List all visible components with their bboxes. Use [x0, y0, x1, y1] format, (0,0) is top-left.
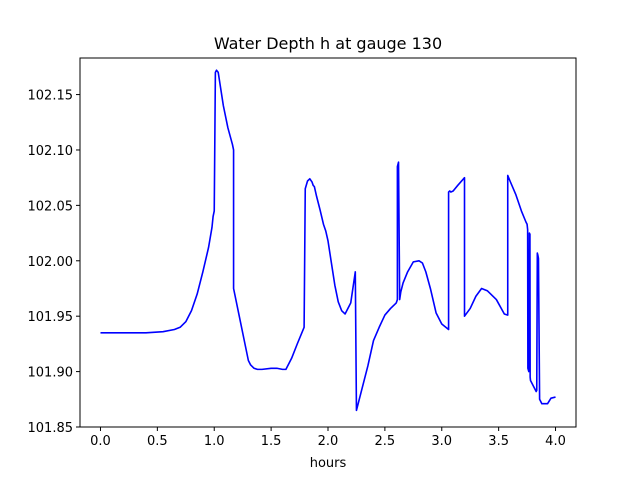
x-tick-label: 0.5 [147, 434, 168, 449]
plot-frame [79, 57, 577, 428]
chart-title: Water Depth h at gauge 130 [214, 34, 442, 53]
x-axis-label: hours [310, 456, 347, 471]
plot-area [100, 69, 556, 412]
y-tick-label: 102.00 [28, 255, 74, 270]
y-tick-label: 102.05 [28, 199, 74, 214]
y-tick-label: 101.95 [28, 310, 74, 325]
y-tick-label: 102.10 [28, 144, 74, 159]
x-tick-label: 0.0 [90, 434, 111, 449]
series-line-0 [100, 69, 556, 412]
x-tick-label: 3.0 [431, 434, 452, 449]
axis-ticks: 0.0 0.5 1.0 1.5 2.0 2.5 3.0 3.5 4.0 101.85 101.90 1… [28, 89, 566, 449]
x-tick-label: 4.0 [545, 434, 566, 449]
x-tick-label: 1.5 [261, 434, 282, 449]
x-tick-label: 1.0 [204, 434, 225, 449]
x-tick-label: 2.5 [375, 434, 396, 449]
y-tick-label: 102.15 [28, 89, 74, 104]
y-tick-label: 101.90 [28, 366, 74, 381]
x-tick-label: 3.5 [488, 434, 509, 449]
y-tick-label: 101.85 [28, 421, 74, 436]
x-tick-label: 2.0 [318, 434, 339, 449]
